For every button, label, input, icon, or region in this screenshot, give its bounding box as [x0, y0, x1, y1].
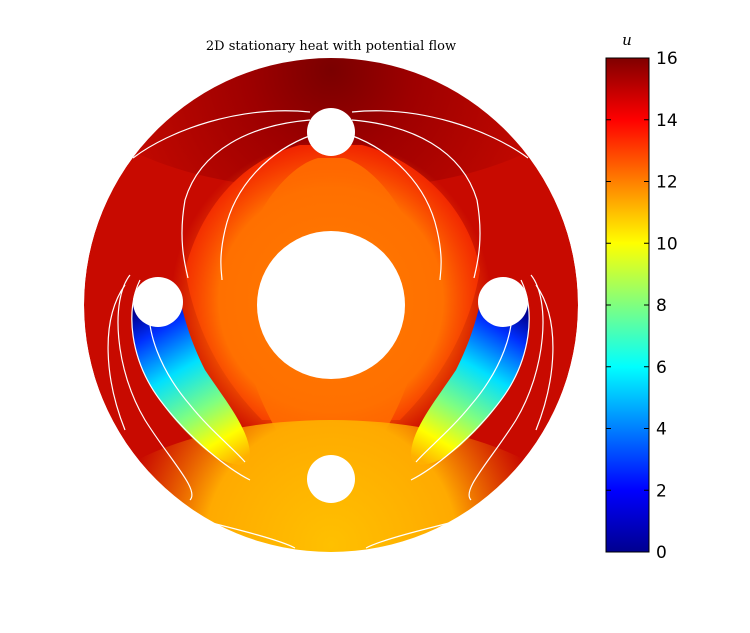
contour-right-inner: [415, 299, 513, 463]
plume-right: [411, 300, 530, 465]
contour-top-outer: [132, 110, 529, 159]
colorbar-tick-label: 8: [656, 296, 667, 316]
contour-left-inner: [148, 299, 246, 463]
plume-left: [131, 300, 250, 465]
colorbar-tick-label: 6: [656, 358, 667, 378]
contour-left-mid: [131, 279, 251, 481]
colorbar: u 0 2 4 6 8 10 12 14 16: [605, 31, 678, 563]
colorbar-tick-label: 4: [656, 420, 667, 440]
colorbar-label: u: [622, 31, 632, 49]
contour-left-outer: [117, 274, 193, 501]
contour-top-inner: [181, 119, 481, 279]
contour-top-inner-2: [220, 134, 442, 281]
colorbar-tick-label: 16: [656, 49, 678, 69]
colorbar-tick-label: 14: [656, 111, 678, 131]
contour-left-far: [107, 284, 126, 431]
field-bottom-warm: [84, 420, 578, 552]
colorbar-ticks: 0 2 4 6 8 10 12 14 16: [606, 49, 678, 563]
colorbar-gradient: [605, 57, 650, 553]
colorbar-tick-label: 10: [656, 234, 678, 254]
contour-right-far: [535, 284, 554, 431]
field-top-hot: [84, 58, 578, 190]
colorbar-tick-label: 0: [656, 543, 667, 563]
contour-right-outer: [468, 274, 544, 501]
chart-title: 2D stationary heat with potential flow: [206, 39, 456, 54]
contour-right-mid: [410, 279, 530, 481]
colorbar-tick-label: 2: [656, 481, 667, 501]
field-orange-warm: [161, 130, 501, 510]
colorbar-tick-label: 12: [656, 173, 678, 193]
heat-field: [84, 58, 578, 552]
